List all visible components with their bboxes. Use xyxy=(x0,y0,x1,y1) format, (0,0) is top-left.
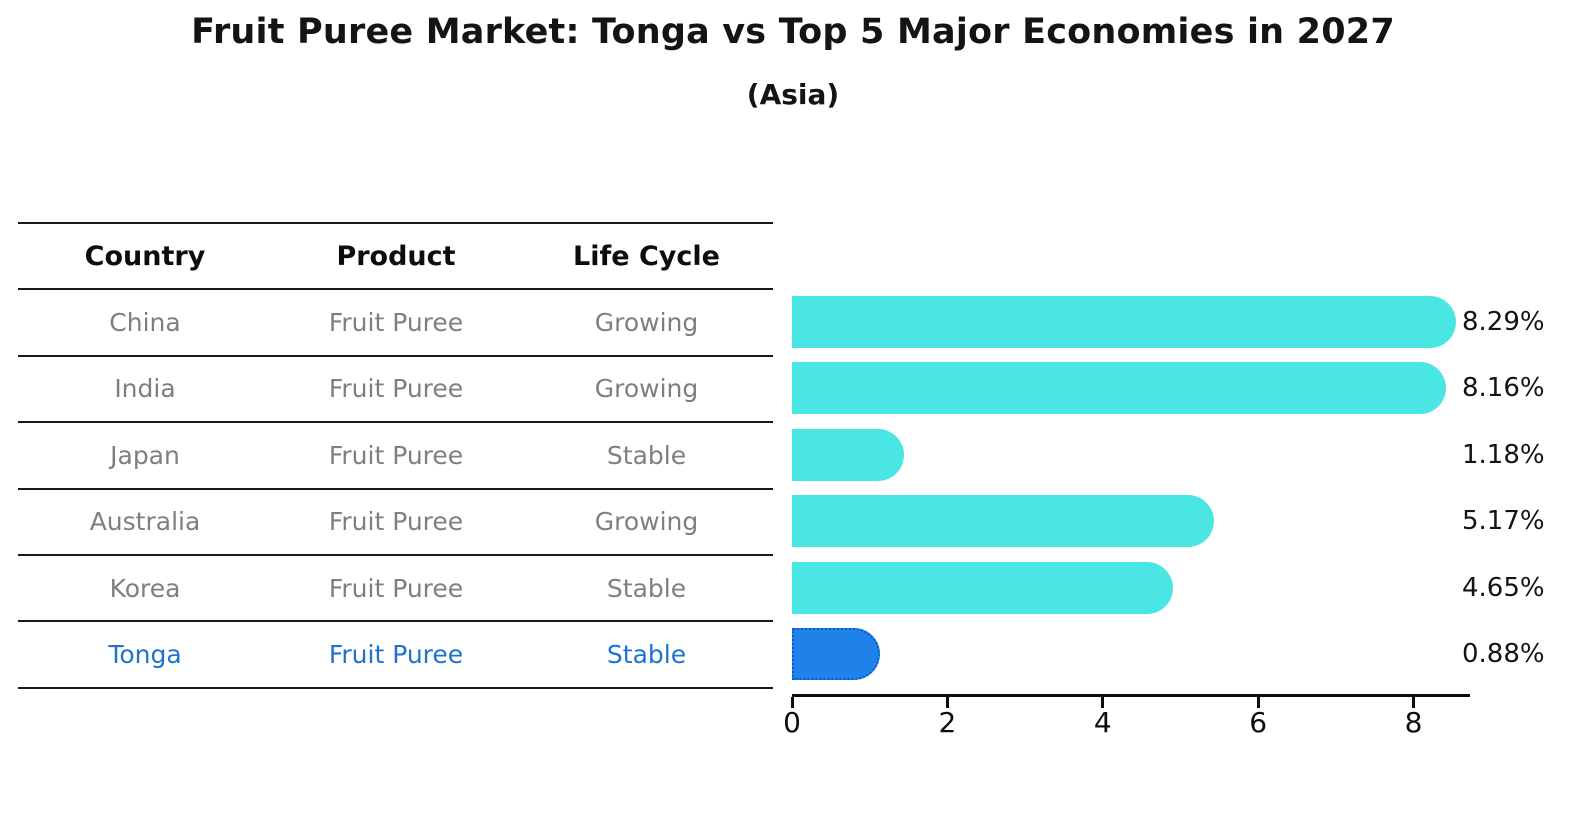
cell-country: China xyxy=(109,308,181,338)
cell-lifecycle: Growing xyxy=(594,374,699,404)
cell-lifecycle: Growing xyxy=(594,308,699,338)
table-row-australia: Australia Fruit Puree Growing xyxy=(18,487,773,554)
value-label-korea: 4.65% xyxy=(1462,572,1545,603)
x-axis-tick xyxy=(1101,697,1105,708)
x-axis-tick-label: 6 xyxy=(1249,706,1268,739)
cell-lifecycle: Stable xyxy=(606,573,687,603)
x-axis-tick xyxy=(1256,697,1260,708)
table-row-korea: Korea Fruit Puree Stable xyxy=(18,553,773,620)
table-row-china: China Fruit Puree Growing xyxy=(18,288,773,354)
bar-korea xyxy=(792,561,1174,614)
x-axis-tick xyxy=(790,697,794,708)
cell-country: Japan xyxy=(110,440,180,470)
table-row-japan: Japan Fruit Puree Stable xyxy=(18,421,773,487)
cell-product: Fruit Puree xyxy=(328,440,464,470)
x-axis-tick-label: 2 xyxy=(938,706,957,739)
column-header-product: Product xyxy=(336,240,456,272)
bar-china xyxy=(792,296,1457,348)
chart-subtitle: (Asia) xyxy=(746,78,840,111)
x-axis-tick-label: 0 xyxy=(783,706,801,739)
table-header-row: Country Product Life Cycle xyxy=(18,222,773,288)
column-header-lifecycle: Life Cycle xyxy=(573,240,720,272)
value-label-tonga: 0.88% xyxy=(1462,639,1545,669)
cell-country: Korea xyxy=(109,573,181,603)
country-table: Country Product Life Cycle China Fruit Pu… xyxy=(18,222,773,689)
cell-product: Fruit Puree xyxy=(328,374,464,404)
x-axis-tick xyxy=(1412,697,1416,708)
value-label-japan: 1.18% xyxy=(1462,439,1545,470)
cell-product: Fruit Puree xyxy=(328,640,464,670)
cell-product: Fruit Puree xyxy=(328,507,464,537)
cell-country: India xyxy=(114,374,176,404)
bar-japan xyxy=(792,428,904,481)
table-row-tonga: Tonga Fruit Puree Stable xyxy=(18,620,773,686)
cell-country: Australia xyxy=(89,507,201,537)
x-axis-tick xyxy=(945,697,949,708)
cell-product: Fruit Puree xyxy=(328,573,464,603)
bar-tonga xyxy=(792,628,881,680)
table-row-india: India Fruit Puree Growing xyxy=(18,354,773,421)
x-axis-line xyxy=(792,694,1470,697)
bar-australia xyxy=(792,495,1214,548)
bar-india xyxy=(792,362,1447,415)
cell-lifecycle: Stable xyxy=(606,640,687,670)
x-axis-tick-label: 8 xyxy=(1404,706,1423,739)
chart-title: Fruit Puree Market: Tonga vs Top 5 Major… xyxy=(191,12,1395,52)
column-header-country: Country xyxy=(84,240,206,272)
cell-lifecycle: Growing xyxy=(594,507,699,537)
value-label-china: 8.29% xyxy=(1462,307,1545,337)
x-axis-tick-label: 4 xyxy=(1093,706,1112,739)
cell-lifecycle: Stable xyxy=(606,440,687,470)
cell-country: Tonga xyxy=(108,640,182,670)
value-label-india: 8.16% xyxy=(1462,373,1545,404)
value-label-australia: 5.17% xyxy=(1462,506,1545,537)
cell-product: Fruit Puree xyxy=(328,308,464,338)
